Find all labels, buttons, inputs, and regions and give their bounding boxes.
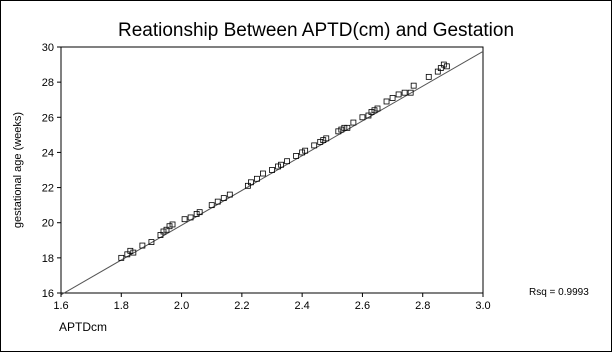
data-point xyxy=(365,112,372,119)
data-point xyxy=(440,61,447,68)
data-point xyxy=(226,191,233,198)
x-tick-label: 3.0 xyxy=(475,300,490,312)
x-tick-label: 2.2 xyxy=(234,300,249,312)
data-point xyxy=(275,163,281,170)
plot-area xyxy=(60,46,484,294)
data-point xyxy=(323,135,330,142)
x-axis-label: APTDcm xyxy=(59,320,107,334)
x-tick-label: 2.8 xyxy=(415,300,430,312)
data-point xyxy=(434,68,441,75)
data-point xyxy=(299,149,306,156)
data-point xyxy=(169,221,176,228)
data-point xyxy=(260,170,266,177)
y-tick-label: 26 xyxy=(42,112,54,124)
data-point xyxy=(130,249,137,256)
x-tick-label: 2.6 xyxy=(355,300,370,312)
y-axis-label: gestational age (weeks) xyxy=(12,112,24,228)
data-point xyxy=(389,95,396,101)
data-point xyxy=(166,223,173,230)
data-point xyxy=(160,228,167,235)
y-tick-label: 22 xyxy=(42,183,54,195)
data-point xyxy=(269,167,275,173)
data-point xyxy=(302,147,309,154)
y-axis-ticks: 16 18 20 22 24 26 28 30 xyxy=(42,42,61,300)
y-tick-label: 16 xyxy=(42,288,54,300)
data-point xyxy=(341,124,348,131)
data-point xyxy=(254,175,260,182)
data-point xyxy=(359,114,366,121)
x-axis-ticks: 1.6 1.8 2.0 2.2 2.4 2.6 2.8 3.0 xyxy=(53,293,491,312)
data-point xyxy=(317,138,324,145)
data-point xyxy=(338,126,345,133)
data-point xyxy=(163,226,170,233)
data-point xyxy=(187,214,194,221)
y-tick-label: 28 xyxy=(42,77,54,89)
data-point xyxy=(193,211,200,217)
x-tick-label: 2.4 xyxy=(294,300,309,312)
data-point xyxy=(124,251,131,258)
data-point xyxy=(157,232,164,238)
data-point xyxy=(181,216,188,223)
data-point xyxy=(247,179,254,186)
data-point xyxy=(284,158,290,165)
data-point xyxy=(368,109,375,115)
data-point xyxy=(320,137,327,144)
data-point xyxy=(407,89,414,96)
rsq-annotation: Rsq = 0.9993 xyxy=(529,287,589,298)
y-tick-label: 18 xyxy=(42,253,54,265)
y-tick-label: 20 xyxy=(42,218,54,230)
data-point xyxy=(371,107,378,114)
x-tick-label: 1.8 xyxy=(114,300,129,312)
data-point xyxy=(437,65,444,71)
data-point xyxy=(425,73,432,80)
data-point xyxy=(410,82,417,89)
data-point xyxy=(311,142,318,149)
y-tick-label: 24 xyxy=(42,147,54,159)
data-point xyxy=(244,182,251,189)
data-point xyxy=(395,91,402,98)
data-point xyxy=(383,98,390,105)
data-point xyxy=(401,89,408,96)
data-point xyxy=(148,239,155,245)
data-point xyxy=(278,161,284,168)
chart-title: Reationship Between APTD(cm) and Gestati… xyxy=(118,20,514,41)
data-point xyxy=(214,198,221,205)
data-point xyxy=(127,247,134,254)
x-tick-label: 2.0 xyxy=(174,300,189,312)
data-points xyxy=(118,61,450,261)
data-point xyxy=(139,242,146,249)
data-point xyxy=(344,124,351,131)
data-point xyxy=(293,153,300,159)
data-point xyxy=(350,119,357,126)
data-point xyxy=(208,202,215,209)
data-point xyxy=(374,105,381,112)
y-tick-label: 30 xyxy=(42,42,54,54)
regression-line xyxy=(60,50,484,296)
data-point xyxy=(118,254,125,261)
data-point xyxy=(220,195,227,202)
x-tick-label: 1.6 xyxy=(53,300,68,312)
data-point xyxy=(335,128,342,135)
data-point xyxy=(443,63,450,70)
fit-line-layer xyxy=(60,50,484,296)
data-point xyxy=(196,209,203,216)
